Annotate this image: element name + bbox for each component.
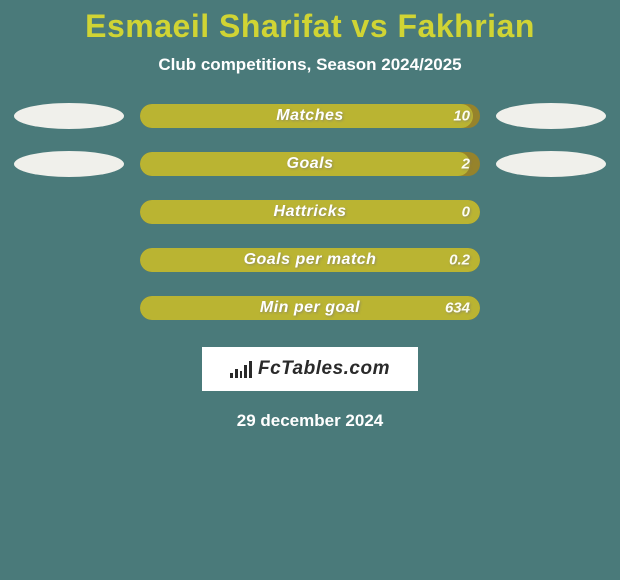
- stat-bar: Min per goal 634: [140, 296, 480, 320]
- date: 29 december 2024: [237, 411, 384, 431]
- stat-bar: Goals per match 0.2: [140, 248, 480, 272]
- comparison-row: Goals 2: [14, 151, 606, 177]
- barchart-icon: [230, 360, 252, 378]
- subtitle: Club competitions, Season 2024/2025: [158, 55, 461, 75]
- left-pill: [14, 151, 124, 177]
- stat-label: Goals per match: [244, 251, 377, 269]
- comparison-row: Hattricks 0: [14, 199, 606, 225]
- logo-box: FcTables.com: [202, 347, 418, 391]
- page: Esmaeil Sharifat vs Fakhrian Club compet…: [0, 0, 620, 580]
- right-pill: [496, 151, 606, 177]
- stat-label: Goals: [287, 155, 334, 173]
- stat-label: Hattricks: [274, 203, 347, 221]
- stat-bar: Goals 2: [140, 152, 480, 176]
- stat-right-value: 2: [462, 156, 470, 173]
- stat-right-value: 10: [453, 108, 470, 125]
- left-pill: [14, 103, 124, 129]
- comparison-rows: Matches 10 Goals 2 Hattricks 0 Goals per match…: [14, 103, 606, 343]
- stat-bar: Hattricks 0: [140, 200, 480, 224]
- comparison-row: Goals per match 0.2: [14, 247, 606, 273]
- comparison-row: Matches 10: [14, 103, 606, 129]
- stat-label: Matches: [276, 107, 344, 125]
- page-title: Esmaeil Sharifat vs Fakhrian: [85, 8, 535, 45]
- stat-right-value: 0.2: [449, 252, 470, 269]
- right-pill: [496, 103, 606, 129]
- stat-right-value: 634: [445, 300, 470, 317]
- right-pill: [496, 247, 606, 273]
- left-pill: [14, 295, 124, 321]
- right-pill: [496, 295, 606, 321]
- stat-right-value: 0: [462, 204, 470, 221]
- comparison-row: Min per goal 634: [14, 295, 606, 321]
- left-pill: [14, 247, 124, 273]
- left-pill: [14, 199, 124, 225]
- logo-text: FcTables.com: [258, 358, 390, 380]
- right-pill: [496, 199, 606, 225]
- stat-bar: Matches 10: [140, 104, 480, 128]
- stat-label: Min per goal: [260, 299, 360, 317]
